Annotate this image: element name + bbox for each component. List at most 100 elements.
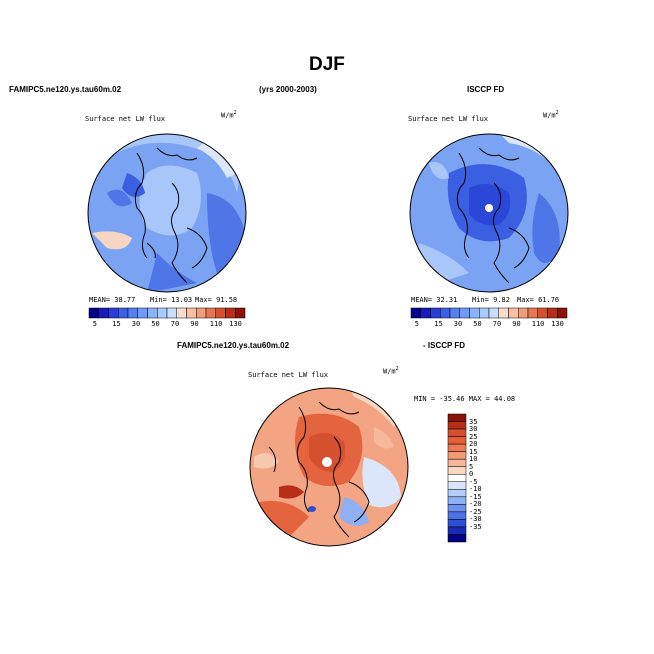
colorbar-tick-label: -10 [469, 485, 482, 494]
colorbar-swatch [447, 511, 467, 520]
colorbar-tick-label: 50 [151, 320, 160, 328]
panel1-units: W/m2 [221, 110, 237, 119]
panel2-max: Max= 61.76 [517, 296, 560, 304]
colorbar-swatch [410, 307, 421, 319]
colorbar-swatch [215, 307, 226, 319]
colorbar-swatch [157, 307, 168, 319]
page-title: DJF [309, 54, 345, 75]
colorbar-tick-label: 5 [92, 320, 97, 328]
colorbar-tick-label: 130 [229, 320, 242, 328]
colorbar-swatch [447, 519, 467, 528]
colorbar-swatch [118, 307, 129, 319]
colorbar-tick-label: -20 [469, 500, 482, 509]
colorbar-swatch [88, 307, 99, 319]
colorbar-swatch [186, 307, 197, 319]
colorbar-swatch [447, 489, 467, 498]
colorbar-swatch [447, 496, 467, 505]
colorbar-swatch [557, 307, 568, 319]
diff-case-name: FAMIPC5.ne120.ys.tau60m.02 [177, 341, 290, 350]
panel2-polar-map [409, 133, 569, 293]
panel1-mean: MEAN= 38.77 [89, 296, 136, 304]
panel1-max: Max= 91.58 [195, 296, 238, 304]
colorbar-tick-label: 130 [551, 320, 564, 328]
colorbar-tick-label: 110 [209, 320, 223, 328]
case-name-left: FAMIPC5.ne120.ys.tau60m.02 [9, 85, 122, 94]
colorbar-swatch [166, 307, 177, 319]
colorbar-swatch [508, 307, 519, 319]
colorbar-swatch [537, 307, 548, 319]
colorbar-swatch [447, 451, 467, 460]
colorbar-swatch [447, 443, 467, 452]
colorbar-swatch [447, 413, 467, 422]
colorbar-tick-label: 90 [190, 320, 199, 328]
colorbar-tick-label: 90 [512, 320, 521, 328]
colorbar-swatch [127, 307, 138, 319]
colorbar-tick-label: 0 [469, 470, 474, 479]
colorbar-swatch [447, 481, 467, 490]
panel2-variable: Surface net LW flux [408, 115, 489, 123]
colorbar-tick-label: 5 [469, 462, 474, 471]
colorbar-swatch [447, 458, 467, 467]
diff-obs-name: - ISCCP FD [423, 341, 466, 350]
colorbar-swatch [459, 307, 470, 319]
colorbar-swatch [98, 307, 109, 319]
units-text: W/m [543, 111, 556, 120]
colorbar-tick-label: 70 [492, 320, 502, 328]
colorbar-tick-label: 25 [469, 432, 478, 441]
colorbar-tick-label: -5 [469, 477, 478, 486]
panel3-variable: Surface net LW flux [248, 371, 329, 379]
panel2-min: Min= 9.82 [472, 296, 510, 304]
colorbar-swatch [447, 473, 467, 483]
panel1-variable: Surface net LW flux [85, 115, 166, 123]
colorbar-swatch [430, 307, 441, 319]
colorbar-tick-label: 30 [453, 320, 463, 328]
colorbar-swatch [518, 307, 529, 319]
colorbar-swatch [137, 307, 148, 319]
colorbar-swatch [447, 421, 467, 430]
panel3-polar-map [249, 387, 409, 547]
colorbar-swatch [547, 307, 558, 319]
colorbar-swatch [447, 466, 467, 475]
panel2-units: W/m2 [543, 110, 559, 119]
colorbar-tick-label: -15 [469, 492, 482, 501]
panel1-colorbar-labels: 5 15 30 50 70 90 110 130 [89, 320, 245, 330]
units-text: W/m [383, 367, 396, 376]
colorbar-swatch [176, 307, 187, 319]
panel3-colorbar [447, 413, 467, 543]
colorbar-swatch [449, 307, 460, 319]
panel1-colorbar [88, 307, 246, 319]
panel2-colorbar [410, 307, 568, 319]
colorbar-swatch [498, 307, 509, 319]
colorbar-tick-label: 10 [469, 455, 478, 464]
colorbar-swatch [527, 307, 538, 319]
colorbar-swatch [469, 307, 480, 319]
colorbar-swatch [447, 436, 467, 445]
colorbar-tick-label: 15 [112, 320, 121, 328]
colorbar-swatch [479, 307, 490, 319]
colorbar-tick-label: 70 [170, 320, 180, 328]
colorbar-tick-label: 35 [469, 417, 478, 426]
colorbar-swatch [420, 307, 431, 319]
colorbar-tick-label: -35 [469, 522, 482, 531]
colorbar-tick-label: 20 [469, 440, 478, 449]
panel3-units: W/m2 [383, 366, 399, 375]
colorbar-swatch [196, 307, 207, 319]
obs-name-right: ISCCP FD [467, 85, 505, 94]
panel3-minmax: MIN = -35.46 MAX = 44.08 [414, 395, 516, 403]
units-text: W/m [221, 111, 234, 120]
colorbar-swatch [205, 307, 216, 319]
colorbar-tick-label: 15 [434, 320, 443, 328]
panel2-colorbar-labels: 5 15 30 50 70 90 110 130 [411, 320, 567, 330]
panel2-mean: MEAN= 32.31 [411, 296, 458, 304]
colorbar-swatch [447, 534, 467, 543]
colorbar-tick-label: 30 [469, 425, 478, 434]
colorbar-swatch [447, 428, 467, 437]
colorbar-swatch [147, 307, 158, 319]
panel1-min: Min= 13.03 [150, 296, 193, 304]
colorbar-swatch [447, 504, 467, 513]
colorbar-swatch [447, 526, 467, 535]
panel1-polar-map [87, 133, 247, 293]
units-exponent: 2 [555, 110, 559, 116]
colorbar-tick-label: 50 [473, 320, 482, 328]
colorbar-tick-label: -30 [469, 515, 482, 524]
